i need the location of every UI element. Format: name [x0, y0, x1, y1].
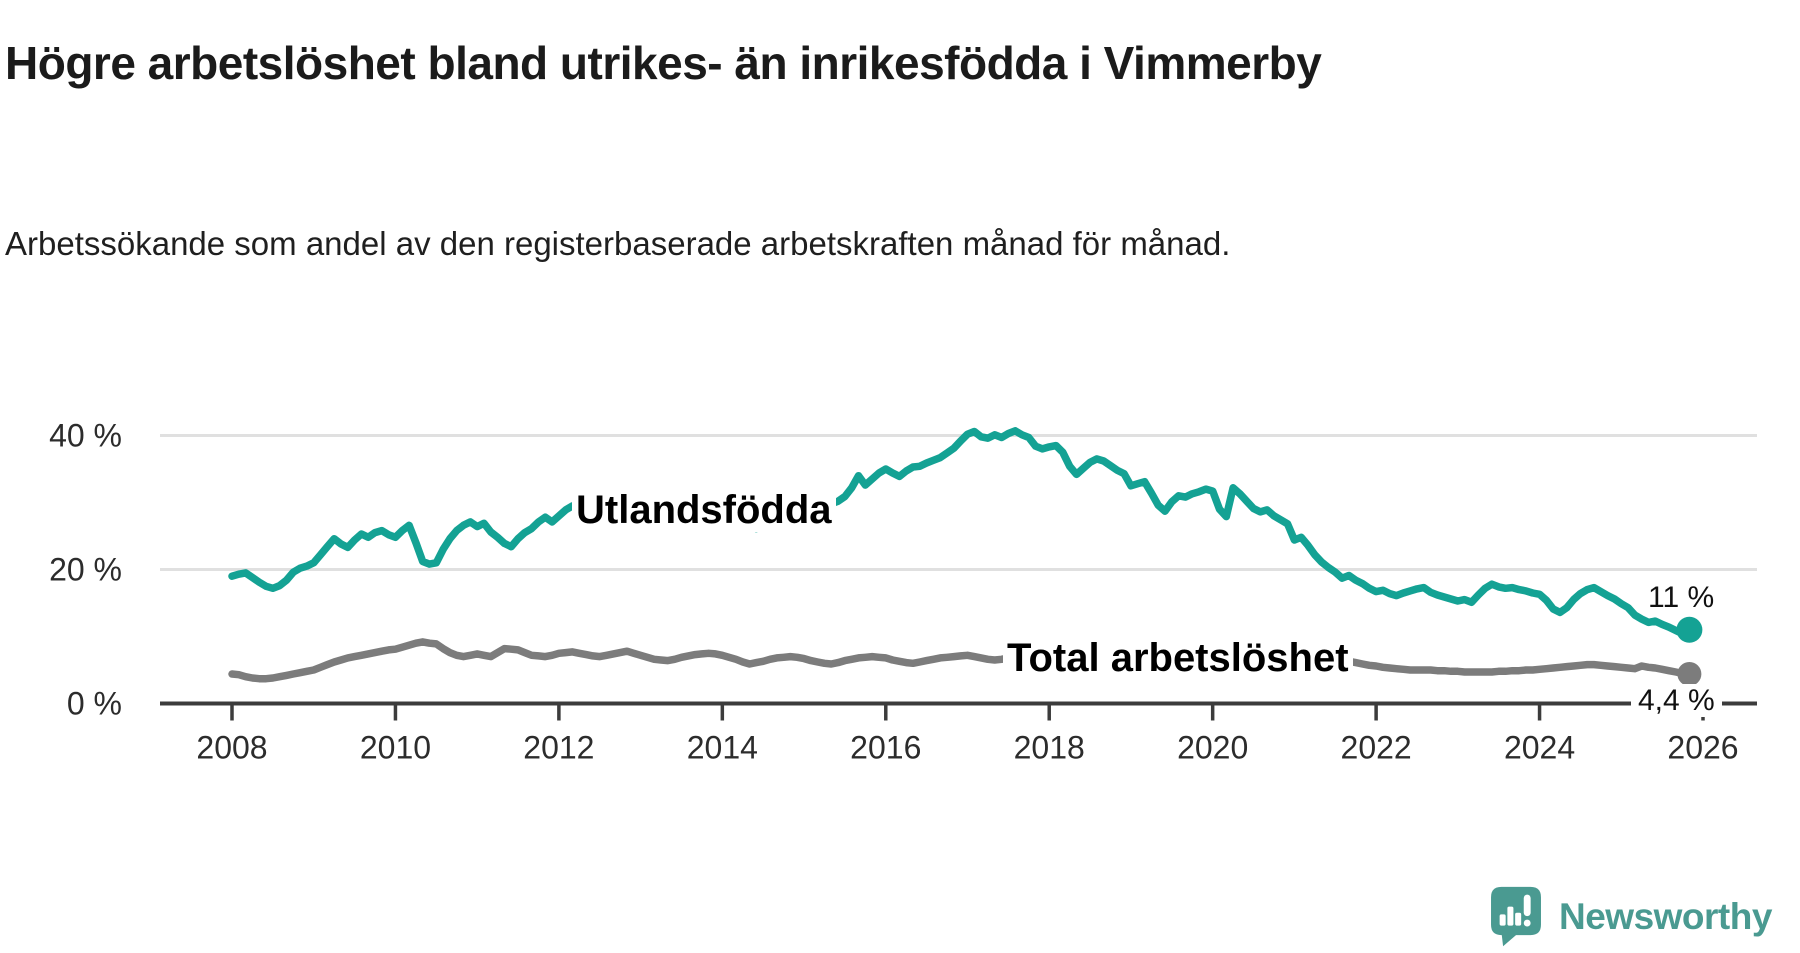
series-label-utlandsfodda: Utlandsfödda — [572, 488, 836, 532]
x-axis-label-2024: 2024 — [1504, 730, 1575, 766]
y-axis-label-0: 0 % — [67, 686, 122, 722]
x-axis-label-2010: 2010 — [360, 730, 431, 766]
end-value-label-total: 4,4 % — [1631, 684, 1722, 717]
page-title: Högre arbetslöshet bland utrikes- än inr… — [5, 36, 1322, 89]
newsworthy-logo-text: Newsworthy — [1559, 896, 1772, 937]
x-axis-label-2018: 2018 — [1014, 730, 1085, 766]
x-axis-label-2014: 2014 — [687, 730, 758, 766]
series-end-dot-total — [1677, 662, 1702, 687]
series-label-total-arbetsloshet: Total arbetslöshet — [1003, 636, 1353, 680]
x-axis-label-2020: 2020 — [1177, 730, 1248, 766]
series-end-dot-utlandsfodda — [1676, 616, 1703, 643]
series-line-total — [228, 638, 1694, 683]
y-axis-label-20: 20 % — [49, 552, 122, 588]
newsworthy-bubble-chart-icon — [1490, 886, 1542, 948]
newsworthy-logo[interactable]: Newsworthy — [1490, 886, 1772, 948]
end-value-label-utlandsfodda: 11 % — [1641, 581, 1722, 614]
x-axis-label-2008: 2008 — [196, 730, 267, 766]
x-axis-label-2022: 2022 — [1341, 730, 1412, 766]
x-axis-label-2012: 2012 — [523, 730, 594, 766]
y-axis-label-40: 40 % — [49, 418, 122, 454]
series-line-utlandsfodda — [228, 427, 1694, 638]
page-subtitle: Arbetssökande som andel av den registerb… — [5, 225, 1231, 262]
x-axis-label-2026: 2026 — [1667, 730, 1738, 766]
x-axis-label-2016: 2016 — [850, 730, 921, 766]
